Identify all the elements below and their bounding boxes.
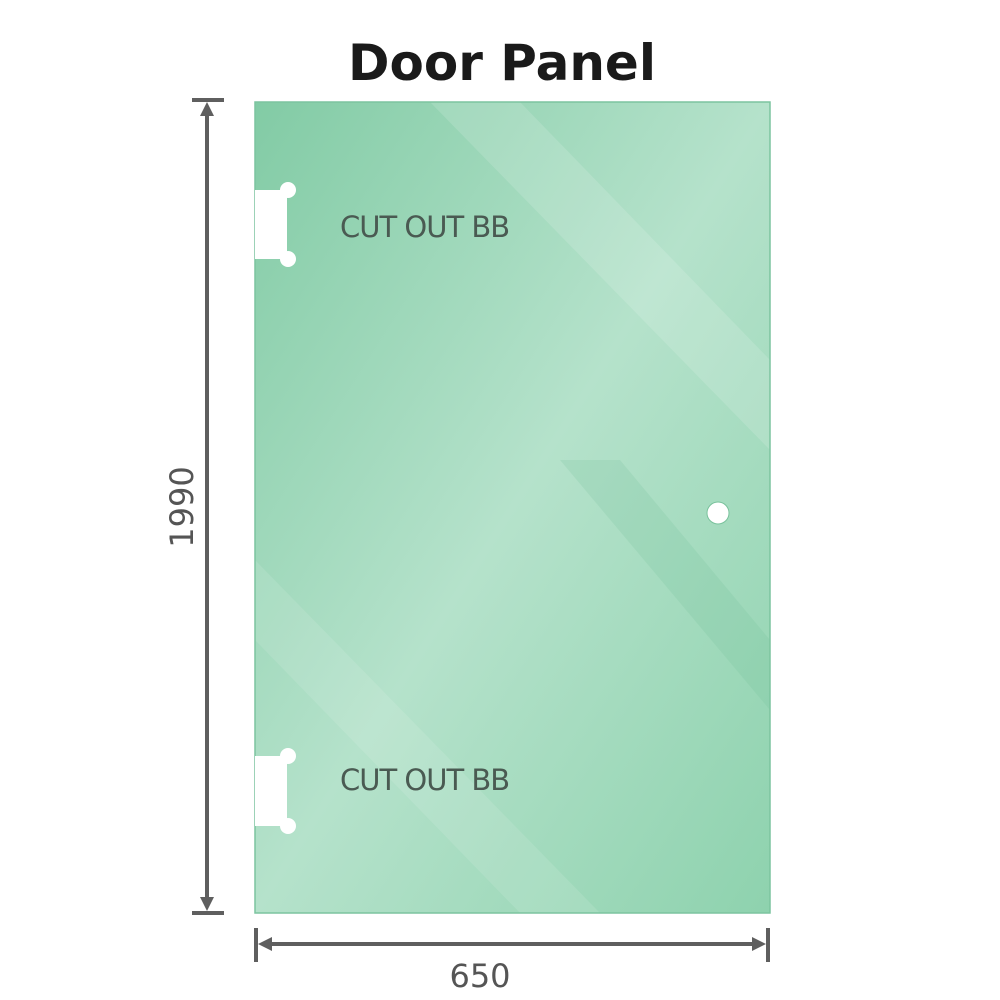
cutout-label-top: CUT OUT BB xyxy=(340,210,509,244)
width-dimension-line xyxy=(254,928,770,962)
cutout-label-bottom: CUT OUT BB xyxy=(340,763,509,797)
glass-reflection xyxy=(430,102,770,450)
diagram-title: Door Panel xyxy=(348,34,656,92)
handle-hole xyxy=(706,501,730,525)
height-dimension-label: 1990 xyxy=(163,466,201,547)
glass-panel xyxy=(254,101,771,914)
hinge-cutout-bottom xyxy=(255,748,296,834)
glass-shadow xyxy=(560,460,770,710)
glass-reflection xyxy=(255,560,600,913)
hinge-cutout-top xyxy=(255,182,296,267)
width-dimension-label: 650 xyxy=(449,957,510,995)
height-dimension-line xyxy=(192,98,224,915)
